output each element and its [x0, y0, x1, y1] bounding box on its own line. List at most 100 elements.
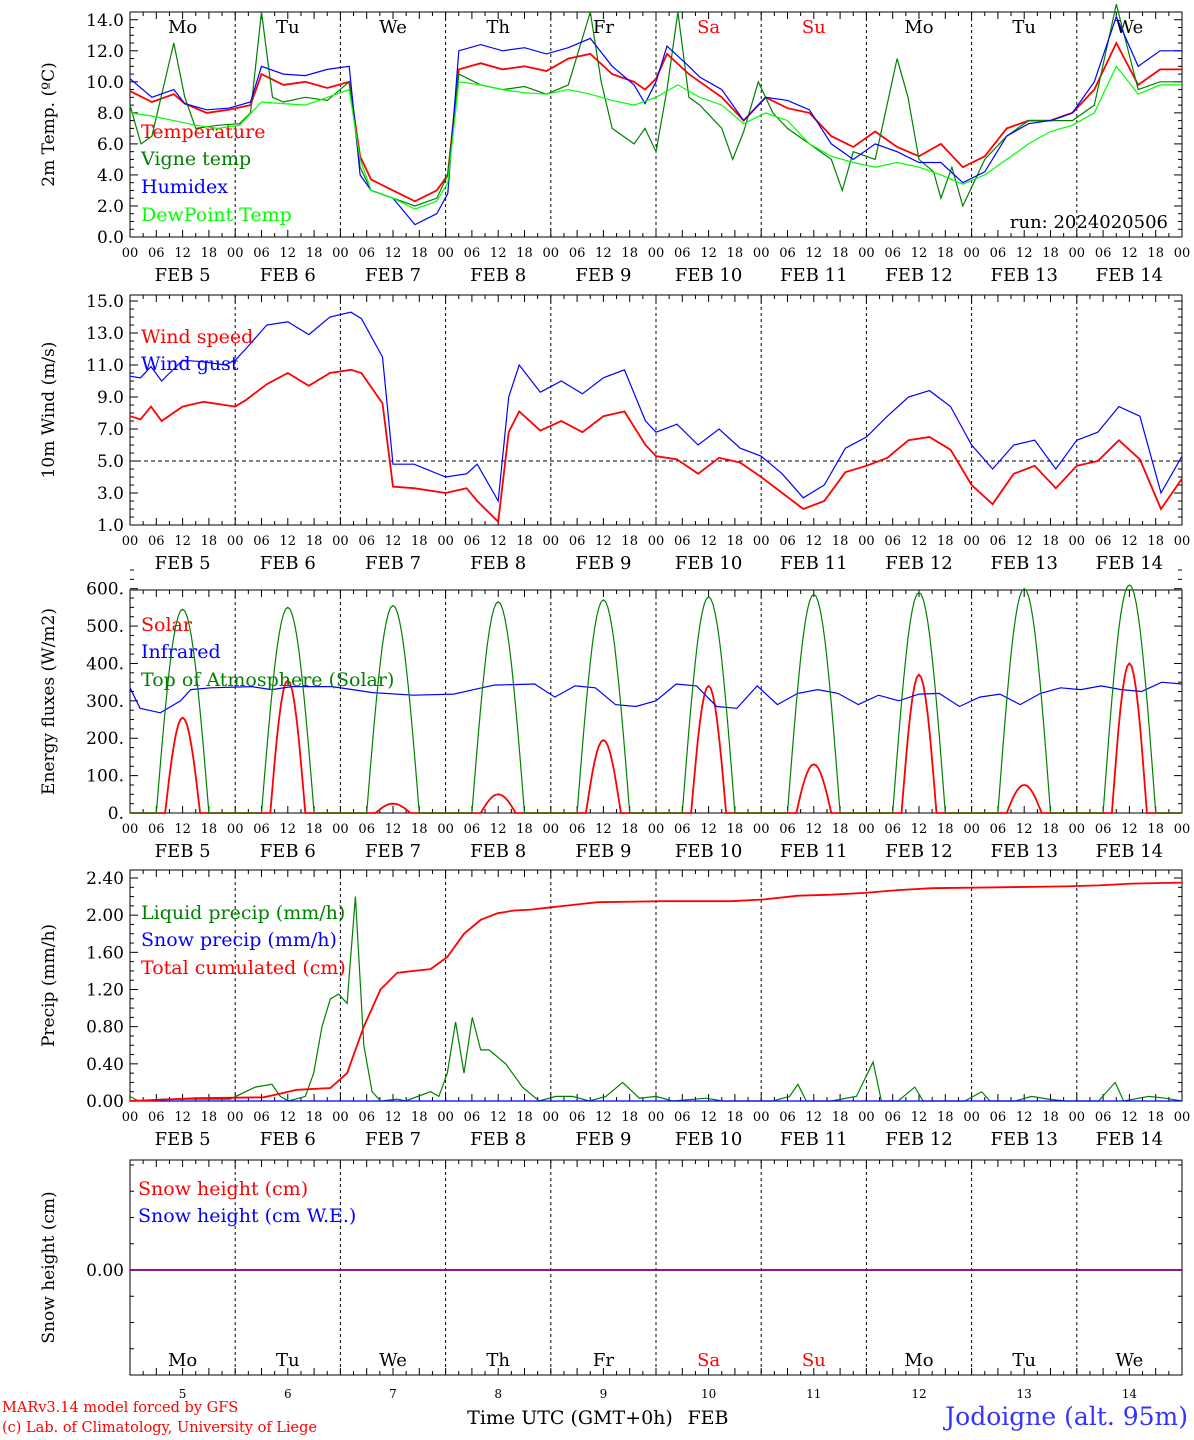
hour-tick-label: 12	[595, 246, 612, 261]
hour-tick-label: 06	[464, 534, 481, 549]
hour-tick-label: 18	[937, 246, 954, 261]
hour-tick-label: 00	[963, 534, 980, 549]
date-label: FEB 14	[1096, 265, 1163, 286]
hour-tick-label: 00	[437, 534, 454, 549]
hour-tick-label: 06	[569, 1110, 586, 1125]
hour-tick-label: 12	[911, 1110, 928, 1125]
date-label: FEB 5	[155, 553, 211, 574]
hour-tick-label: 00	[437, 822, 454, 837]
hour-tick-label: 18	[306, 1110, 323, 1125]
date-label: FEB 5	[155, 265, 211, 286]
date-label: FEB 10	[675, 265, 742, 286]
legend-entry: Wind speed	[141, 326, 253, 348]
hour-tick-label: 06	[779, 822, 796, 837]
date-label: FEB 8	[470, 1129, 526, 1150]
hour-tick-label: 12	[1016, 534, 1033, 549]
hour-tick-label: 00	[1069, 534, 1086, 549]
weekday-label: Th	[486, 1350, 510, 1371]
hour-tick-label: 00	[227, 1110, 244, 1125]
hour-tick-label: 06	[1095, 246, 1112, 261]
y-axis-label: 10m Wind (m/s)	[39, 342, 59, 479]
hour-tick-label: 00	[648, 1110, 665, 1125]
hour-tick-label: 00	[1069, 246, 1086, 261]
date-label: FEB 11	[780, 841, 847, 862]
date-label: FEB 6	[260, 1129, 316, 1150]
hour-tick-label: 06	[1095, 534, 1112, 549]
hour-tick-label: 18	[1042, 1110, 1059, 1125]
date-label: FEB 11	[780, 1129, 847, 1150]
y-tick-label: 5.0	[97, 452, 124, 472]
hour-tick-label: 12	[806, 1110, 823, 1125]
hour-tick-label: 18	[516, 1110, 533, 1125]
hour-tick-label: 00	[753, 822, 770, 837]
y-tick-label: 600.	[86, 580, 124, 600]
hour-tick-label: 00	[963, 822, 980, 837]
hour-tick-label: 18	[937, 822, 954, 837]
date-label: FEB 7	[365, 265, 421, 286]
legend-entry: Top of Atmosphere (Solar)	[141, 669, 394, 691]
hour-tick-label: 06	[148, 1110, 165, 1125]
date-label: FEB 7	[365, 841, 421, 862]
date-label: FEB 9	[575, 841, 631, 862]
date-label: FEB 9	[575, 1129, 631, 1150]
hour-tick-label: 12	[806, 534, 823, 549]
hour-tick-label: 06	[464, 246, 481, 261]
weekday-label: We	[1116, 1350, 1144, 1371]
y-tick-label: 400.	[86, 654, 124, 674]
weekday-label: Mo	[904, 17, 933, 38]
hour-tick-label: 12	[280, 246, 297, 261]
hour-tick-label: 12	[280, 1110, 297, 1125]
hour-tick-label: 00	[963, 246, 980, 261]
y-tick-label: 0.0	[97, 228, 124, 248]
date-label: FEB 8	[470, 841, 526, 862]
legend-entry: DewPoint Temp	[141, 204, 292, 226]
hour-tick-label: 06	[674, 1110, 691, 1125]
hour-tick-label: 12	[385, 534, 402, 549]
hour-tick-label: 12	[385, 1110, 402, 1125]
hour-tick-label: 12	[1121, 822, 1138, 837]
hour-tick-label: 12	[806, 246, 823, 261]
y-tick-label: 0.40	[86, 1055, 124, 1075]
hour-tick-label: 00	[1174, 822, 1191, 837]
weekday-label: We	[379, 17, 407, 38]
hour-tick-label: 18	[832, 822, 849, 837]
credit-lab: (c) Lab. of Climatology, University of L…	[2, 1420, 317, 1436]
y-tick-label: 11.0	[86, 356, 124, 376]
hour-tick-label: 06	[569, 246, 586, 261]
legend-entry: Snow height (cm)	[138, 1178, 308, 1200]
hour-tick-label: 00	[648, 822, 665, 837]
y-tick-label: 10.0	[86, 73, 124, 93]
date-label: FEB 14	[1096, 1129, 1163, 1150]
hour-tick-label: 18	[306, 822, 323, 837]
hour-tick-label: 00	[332, 1110, 349, 1125]
legend-entry: Snow precip (mm/h)	[141, 929, 337, 951]
hour-tick-label: 00	[543, 534, 560, 549]
date-label: FEB 5	[155, 1129, 211, 1150]
hour-tick-label: 12	[174, 822, 191, 837]
hour-tick-label: 00	[332, 822, 349, 837]
weekday-label: Mo	[904, 1350, 933, 1371]
day-number-label: 8	[494, 1387, 502, 1401]
day-number-label: 9	[600, 1387, 608, 1401]
date-label: FEB 10	[675, 553, 742, 574]
hour-tick-label: 06	[253, 822, 270, 837]
weekday-label: Tu	[1012, 17, 1036, 38]
y-tick-label: 2.40	[86, 869, 124, 889]
hour-tick-label: 12	[280, 534, 297, 549]
weekday-label: Su	[802, 1350, 826, 1371]
hour-tick-label: 00	[1174, 246, 1191, 261]
series-line	[129, 881, 1183, 1102]
hour-tick-label: 12	[490, 534, 507, 549]
hour-tick-label: 12	[174, 246, 191, 261]
hour-tick-label: 18	[411, 534, 428, 549]
hour-tick-label: 06	[148, 534, 165, 549]
hour-tick-label: 12	[1121, 246, 1138, 261]
y-tick-label: 6.0	[97, 135, 124, 155]
date-label: FEB 11	[780, 265, 847, 286]
date-label: FEB 10	[675, 841, 742, 862]
date-label: FEB 12	[885, 553, 952, 574]
hour-tick-label: 06	[674, 822, 691, 837]
hour-tick-label: 06	[990, 1110, 1007, 1125]
hour-tick-label: 00	[543, 822, 560, 837]
